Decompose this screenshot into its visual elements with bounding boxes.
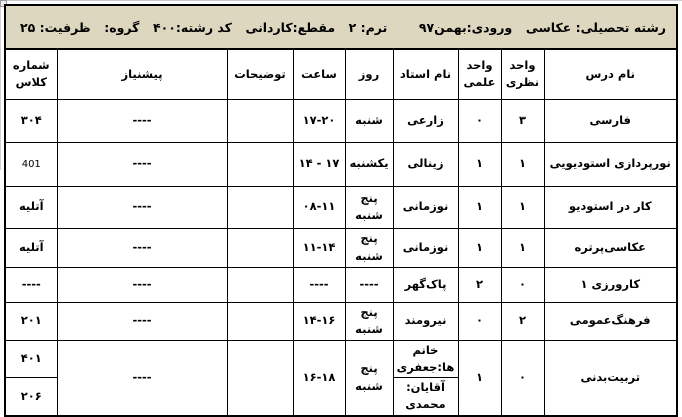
instructor-men-cell: آقایان: محمدی <box>392 377 459 416</box>
instructor-cell: زینالی <box>392 141 459 187</box>
top-edge-line <box>0 0 682 1</box>
entry-term: ورودی:بهمن۹۷ <box>418 19 513 35</box>
day-cell: پنج شنبه <box>344 339 394 416</box>
theory-cell: ۱ <box>500 227 545 268</box>
day-cell: پنج شنبه <box>344 301 394 341</box>
header-course: نام درس <box>543 48 678 100</box>
day-cell: شنبه <box>344 98 394 143</box>
course-row: فرهنگ‌عمومی ۲ ۰ نیرومند پنج شنبه ۱۴-۱۶ -… <box>4 301 678 341</box>
course-cell: نورپردازی استودیویی <box>543 141 678 187</box>
notes-cell <box>226 227 294 268</box>
notes-cell <box>226 301 294 341</box>
header-practical-units: واحد علمی <box>457 48 502 100</box>
room-cell: ۲۰۱ <box>4 301 58 341</box>
prereq-cell: ---- <box>56 98 228 143</box>
instructor-cell: زارعی <box>392 98 459 143</box>
theory-cell: ۳ <box>500 98 545 143</box>
schedule-sheet: رشته تحصیلی: عکاسی ورودی:بهمن۹۷ ترم: ۲ م… <box>4 4 678 417</box>
day-cell: یکشنبه <box>344 141 394 187</box>
corner-widget <box>0 0 7 7</box>
course-cell: فرهنگ‌عمومی <box>543 301 678 341</box>
course-row: نورپردازی استودیویی ۱ ۱ زینالی یکشنبه ۱۴… <box>4 141 678 187</box>
notes-cell <box>226 141 294 187</box>
theory-cell: ۰ <box>500 339 545 416</box>
course-cell: فارسی <box>543 98 678 143</box>
course-cell: کار در استودیو <box>543 185 678 229</box>
prereq-cell: ---- <box>56 339 228 416</box>
program-info-bar: رشته تحصیلی: عکاسی ورودی:بهمن۹۷ ترم: ۲ م… <box>4 4 678 50</box>
room-cell: آتلیه <box>4 227 58 268</box>
practical-cell: ۰ <box>457 98 502 143</box>
header-notes: توضیحات <box>226 48 294 100</box>
capacity-label: ظرفیت: ۲۵ <box>20 19 91 35</box>
instructor-cell: نیرومند <box>392 301 459 341</box>
time-cell: ۱۶-۱۸ <box>292 339 346 416</box>
header-time: ساعت <box>292 48 346 100</box>
prereq-cell: ---- <box>56 301 228 341</box>
prereq-cell: ---- <box>56 266 228 303</box>
time-cell: ---- <box>292 266 346 303</box>
time-cell: ۱۴-۱۶ <box>292 301 346 341</box>
practical-cell: ۱ <box>457 227 502 268</box>
time-cell: ۱۷-۲۰ <box>292 98 346 143</box>
header-prerequisite: پیشنیاز <box>56 48 228 100</box>
term-number: ترم: ۲ <box>348 19 388 35</box>
course-cell: کارورزی ۱ <box>543 266 678 303</box>
notes-cell <box>226 266 294 303</box>
instructor-cell: نوزمانی <box>392 227 459 268</box>
prereq-cell: ---- <box>56 185 228 229</box>
room-cell: ۳۰۴ <box>4 98 58 143</box>
theory-cell: ۱ <box>500 141 545 187</box>
time-cell: ۱۱-۱۴ <box>292 227 346 268</box>
instructor-women-cell: خانم ها:جعفری <box>392 339 459 378</box>
course-schedule-table: نام درس واحد نظری واحد علمی نام استاد رو… <box>4 48 678 417</box>
prereq-cell: ---- <box>56 141 228 187</box>
course-cell: عکاسی‌پرتره <box>543 227 678 268</box>
time-cell: ۱۴ - ۱۷ <box>292 141 346 187</box>
course-row-split-top: تربیت‌بدنی ۰ ۱ خانم ها:جعفری پنج شنبه ۱۶… <box>4 339 678 416</box>
course-row: عکاسی‌پرتره ۱ ۱ نوزمانی پنج شنبه ۱۱-۱۴ -… <box>4 227 678 268</box>
room-cell: آتلیه <box>4 185 58 229</box>
practical-cell: ۱ <box>457 185 502 229</box>
notes-cell <box>226 339 294 416</box>
time-cell: ۰۸-۱۱ <box>292 185 346 229</box>
room-cell: 401 <box>4 141 58 187</box>
theory-cell: ۱ <box>500 185 545 229</box>
header-instructor: نام استاد <box>392 48 459 100</box>
header-row: نام درس واحد نظری واحد علمی نام استاد رو… <box>4 48 678 100</box>
day-cell: پنج شنبه <box>344 227 394 268</box>
course-row: کار در استودیو ۱ ۱ نوزمانی پنج شنبه ۰۸-۱… <box>4 185 678 229</box>
theory-cell: ۲ <box>500 301 545 341</box>
theory-cell: ۰ <box>500 266 545 303</box>
prereq-cell: ---- <box>56 227 228 268</box>
header-day: روز <box>344 48 394 100</box>
course-cell: تربیت‌بدنی <box>543 339 678 416</box>
instructor-cell: پاک‌گهر <box>392 266 459 303</box>
header-theory-units: واحد نظری <box>500 48 545 100</box>
notes-cell <box>226 185 294 229</box>
practical-cell: ۱ <box>457 141 502 187</box>
header-room: شماره کلاس <box>4 48 58 100</box>
room-top-cell: ۴۰۱ <box>4 339 58 378</box>
field-of-study: رشته تحصیلی: عکاسی <box>525 19 666 35</box>
practical-cell: ۱ <box>457 339 502 416</box>
room-cell: ---- <box>4 266 58 303</box>
practical-cell: ۰ <box>457 301 502 341</box>
practical-cell: ۲ <box>457 266 502 303</box>
day-cell: پنج شنبه <box>344 185 394 229</box>
room-bottom-cell: ۲۰۶ <box>4 377 58 416</box>
left-edge-line <box>0 0 1 170</box>
field-code: کد رشته:۴۰۰ <box>152 19 232 35</box>
day-cell: ---- <box>344 266 394 303</box>
course-row: کارورزی ۱ ۰ ۲ پاک‌گهر ---- ---- ---- ---… <box>4 266 678 303</box>
degree-level: مقطع:کاردانی <box>245 19 336 35</box>
group-label: گروه: <box>104 19 140 35</box>
course-row: فارسی ۳ ۰ زارعی شنبه ۱۷-۲۰ ---- ۳۰۴ <box>4 98 678 143</box>
notes-cell <box>226 98 294 143</box>
instructor-cell: نوزمانی <box>392 185 459 229</box>
